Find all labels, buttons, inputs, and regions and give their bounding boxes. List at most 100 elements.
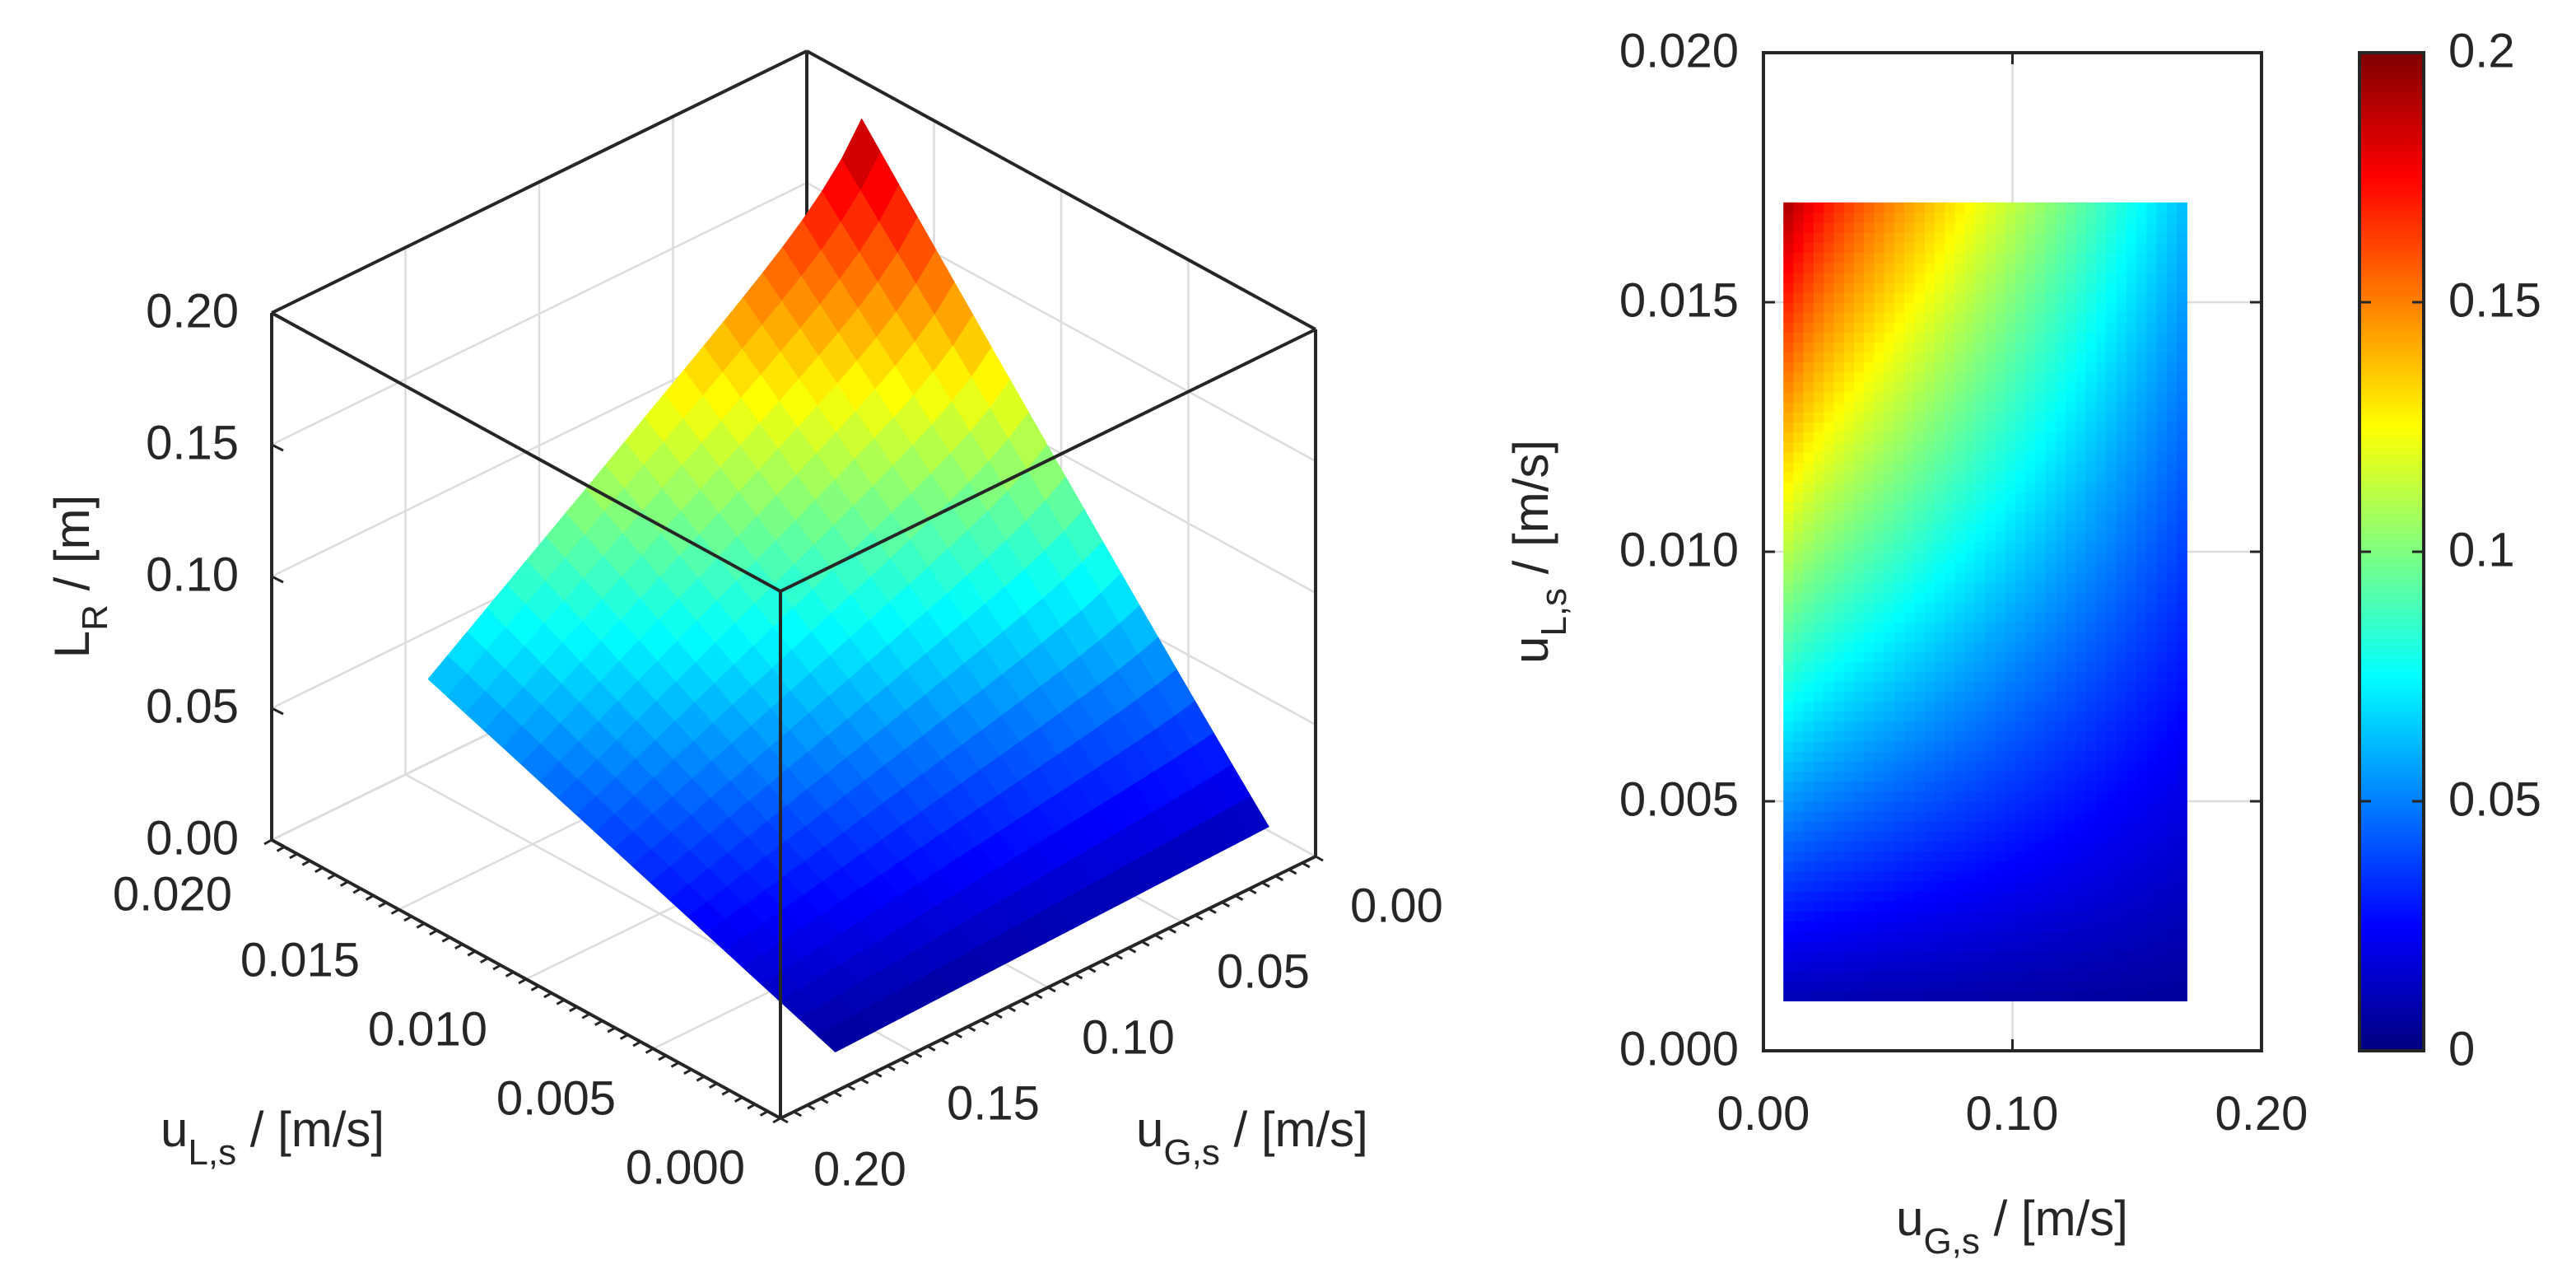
heatmap-cell: [1904, 671, 1916, 683]
heatmap-cell: [1924, 232, 1935, 243]
heatmap-cell: [1793, 232, 1805, 243]
heatmap-cell: [1854, 960, 1865, 972]
heatmap-cell: [1783, 781, 1795, 792]
heatmap-cell: [1864, 791, 1875, 802]
heatmap-cell: [1884, 482, 1895, 492]
heatmap-cell: [1833, 432, 1845, 443]
heatmap-cell: [1793, 541, 1805, 553]
heatmap-cell: [1843, 362, 1855, 373]
heatmap-cell: [1985, 901, 1996, 912]
heatmap-cell: [1814, 451, 1824, 463]
heatmap-cell: [1935, 870, 1945, 882]
heatmap-cell: [1904, 771, 1916, 782]
heatmap-cell: [1924, 312, 1935, 323]
heatmap-cell: [1924, 721, 1935, 732]
heatmap-cell: [1904, 711, 1916, 722]
heatmap-cell: [1904, 492, 1916, 502]
heatmap-cell: [1824, 472, 1835, 483]
heatmap-cell: [1824, 541, 1835, 553]
heatmap-cell: [2075, 841, 2087, 852]
heatmap-cell: [1833, 552, 1845, 562]
heatmap-cell: [2096, 282, 2107, 293]
heatmap-cell: [1864, 202, 1875, 213]
heatmap-cell: [1954, 432, 1966, 443]
x-tick-mark: [967, 1025, 976, 1033]
heatmap-cell: [1995, 562, 2006, 572]
heatmap-cell: [2075, 960, 2087, 972]
heatmap-cell: [1874, 642, 1885, 652]
heatmap-cell: [1975, 931, 1986, 942]
heatmap-cell: [1904, 741, 1916, 752]
heatmap-cell: [1824, 511, 1835, 523]
heatmap-cell: [2085, 422, 2097, 433]
heatmap-cell: [1793, 721, 1805, 732]
heatmap-cell: [2177, 971, 2187, 982]
heatmap-cell: [2085, 502, 2097, 513]
heatmap-cell: [1995, 252, 2006, 264]
heatmap-cell: [1814, 821, 1824, 832]
heatmap-cell: [2146, 841, 2158, 852]
heatmap-cell: [1874, 721, 1885, 732]
heatmap-cell: [1964, 940, 1976, 952]
heatmap-cell: [2045, 651, 2057, 662]
heatmap-cell: [1914, 761, 1926, 772]
heatmap-cell: [2146, 931, 2158, 942]
heatmap-cell: [1814, 472, 1824, 483]
heatmap-cell: [1824, 931, 1835, 942]
heatmap-cell: [1783, 262, 1795, 273]
heatmap-cell: [2075, 881, 2087, 892]
heatmap-cell: [1783, 741, 1795, 752]
heatmap-cell: [1985, 731, 1996, 742]
heatmap-cell: [2156, 222, 2168, 233]
y-tick-label: 0.000: [1619, 1022, 1739, 1075]
heatmap-cell: [1884, 362, 1895, 373]
heatmap-cell: [2126, 531, 2137, 543]
heatmap-cell: [2116, 651, 2127, 662]
heatmap-cell: [1964, 960, 1976, 972]
heatmap-cell: [1894, 441, 1905, 453]
heatmap-cell: [1935, 531, 1945, 543]
heatmap-cell: [2035, 611, 2047, 623]
heatmap-cell: [1904, 382, 1916, 393]
heatmap-cell: [1954, 691, 1966, 702]
heatmap-cell: [1783, 212, 1795, 223]
heatmap-cell: [1783, 921, 1795, 932]
heatmap-cell: [1985, 971, 1996, 982]
heatmap-cell: [1945, 731, 1956, 742]
heatmap-cell: [1864, 262, 1875, 273]
heatmap-cell: [1945, 511, 1956, 523]
heatmap-cell: [2156, 921, 2168, 932]
heatmap-cell: [1914, 950, 1926, 962]
heatmap-cell: [2085, 382, 2097, 393]
heatmap-cell: [2015, 451, 2026, 463]
x-tick-mark: [1074, 973, 1083, 980]
heatmap-cell: [2066, 711, 2077, 722]
heatmap-cell: [1954, 472, 1966, 483]
heatmap-cell: [2045, 422, 2057, 433]
heatmap-cell: [1833, 911, 1845, 921]
heatmap-cell: [1803, 552, 1814, 562]
heatmap-cell: [1843, 272, 1855, 283]
x-tick-mark: [981, 1019, 990, 1026]
heatmap-cell: [2096, 681, 2107, 693]
heatmap-cell: [2075, 451, 2087, 463]
heatmap-cell: [1894, 312, 1905, 323]
heatmap-cell: [2005, 601, 2016, 613]
heatmap-cell: [2106, 701, 2117, 712]
heatmap-cell: [2166, 541, 2178, 553]
heatmap-cell: [1975, 432, 1986, 443]
heatmap-cell: [1945, 212, 1956, 223]
heatmap-cell: [1803, 991, 1814, 1001]
heatmap-cell: [1975, 581, 1986, 593]
y-tick-mark: [492, 963, 501, 971]
heatmap-cell: [1884, 611, 1895, 623]
heatmap-cell: [1914, 651, 1926, 662]
heatmap-cell: [2025, 891, 2037, 902]
heatmap-cell: [2075, 541, 2087, 553]
heatmap-cell: [1833, 222, 1845, 233]
heatmap-cell: [2005, 960, 2016, 972]
heatmap-cell: [1884, 601, 1895, 613]
heatmap-cell: [1783, 791, 1795, 802]
heatmap-cell: [1945, 741, 1956, 752]
heatmap-cell: [1924, 751, 1935, 763]
